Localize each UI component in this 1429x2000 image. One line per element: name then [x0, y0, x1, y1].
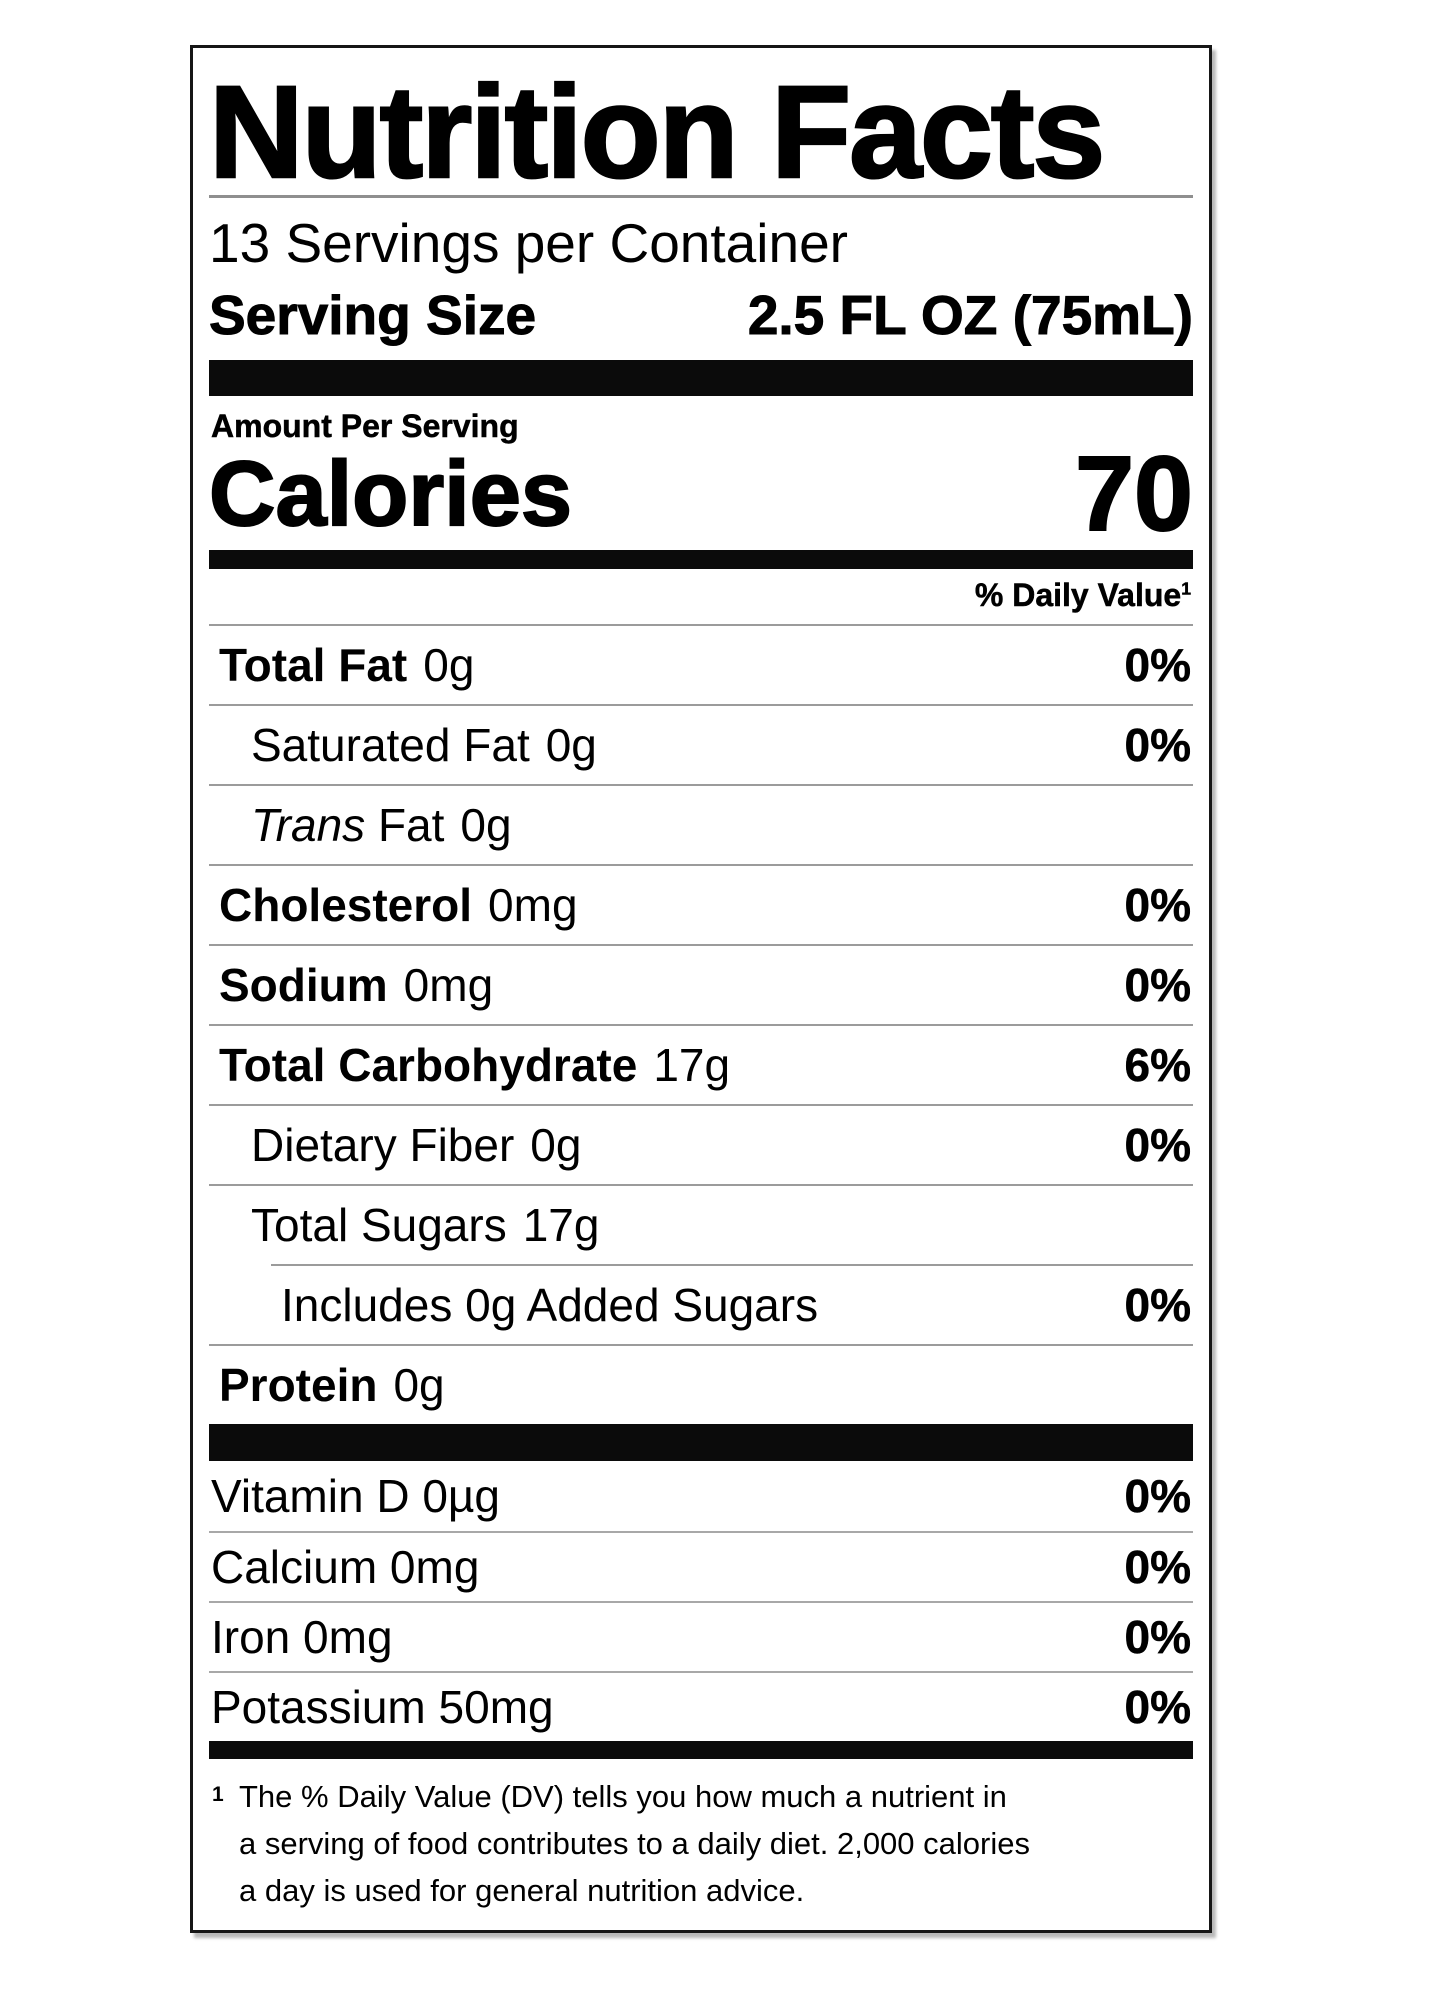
nutrient-name: Protein 0g	[209, 1358, 445, 1412]
daily-value-percent: 0%	[1124, 639, 1191, 692]
nutrient-name: Total Fat 0g	[209, 638, 474, 692]
nutrient-name-text: Sodium	[219, 959, 388, 1012]
nutrient-name: Cholesterol 0mg	[209, 878, 578, 932]
daily-value-header-text: % Daily Value	[974, 577, 1182, 614]
nutrient-row-cholesterol: Cholesterol 0mg 0%	[209, 864, 1193, 944]
thick-divider-bar	[209, 1424, 1193, 1462]
nutrient-amount: 0mg	[403, 959, 494, 1012]
nutrition-facts-title: Nutrition Facts	[208, 48, 1193, 198]
nutrient-row-total-sugars: Total Sugars 17g	[209, 1184, 1193, 1264]
footnote-line: a day is used for general nutrition advi…	[239, 1873, 805, 1909]
footnote-marker: 1	[212, 1783, 224, 1807]
nutrient-amount: 0g	[545, 719, 597, 772]
nutrient-amount: 0g	[423, 639, 475, 692]
servings-per-container: 13 Servings per Container	[209, 212, 848, 274]
amount-per-serving-label: Amount Per Serving	[211, 408, 519, 445]
daily-value-footnote-marker: 1	[1181, 578, 1191, 599]
nutrition-facts-label: Nutrition Facts 13 Servings per Containe…	[190, 45, 1212, 1933]
daily-value-percent: 0%	[1124, 1470, 1191, 1523]
nutrient-name-text: Protein	[219, 1359, 378, 1412]
nutrient-name: Dietary Fiber 0g	[209, 1118, 581, 1172]
nutrient-amount: 0g	[530, 1119, 582, 1172]
nutrient-name-text: Saturated Fat	[251, 719, 530, 772]
nutrient-amount: 17g	[653, 1039, 731, 1092]
micronutrient-name: Calcium 0mg	[211, 1541, 480, 1594]
daily-value-percent: 0%	[1124, 1119, 1191, 1172]
nutrient-row-total-carbohydrate: Total Carbohydrate 17g 6%	[209, 1024, 1193, 1104]
nutrient-row-sodium: Sodium 0mg 0%	[209, 944, 1193, 1024]
nutrient-name-text: Total Fat	[219, 639, 408, 692]
nutrient-row-dietary-fiber: Dietary Fiber 0g 0%	[209, 1104, 1193, 1184]
daily-value-header: % Daily Value1	[209, 569, 1193, 624]
nutrient-row-saturated-fat: Saturated Fat 0g 0%	[209, 704, 1193, 784]
nutrient-name-italic: Trans	[251, 799, 366, 852]
micronutrient-row-calcium: Calcium 0mg 0%	[209, 1531, 1193, 1601]
nutrient-name-text: Total Carbohydrate	[219, 1039, 638, 1092]
serving-size-row: Serving Size 2.5 FL OZ (75mL)	[208, 275, 1193, 360]
daily-value-footnote: 1 The % Daily Value (DV) tells you how m…	[209, 1759, 1193, 1914]
daily-value-percent: 0%	[1124, 719, 1191, 772]
calories-value: 70	[1074, 435, 1194, 554]
footnote-line: a serving of food contributes to a daily…	[239, 1826, 1030, 1862]
medium-divider-bar	[209, 550, 1193, 570]
nutrient-amount: 0g	[460, 799, 512, 852]
nutrient-name: Sodium 0mg	[209, 958, 493, 1012]
thick-divider-bar	[209, 360, 1193, 396]
nutrient-row-protein: Protein 0g	[209, 1344, 1193, 1424]
daily-value-percent: 0%	[1124, 959, 1191, 1012]
calories-label: Calories	[208, 443, 573, 545]
nutrient-row-total-fat: Total Fat 0g 0%	[209, 624, 1193, 704]
daily-value-percent: 0%	[1124, 879, 1191, 932]
micronutrient-row-vitamin-d: Vitamin D 0µg 0%	[209, 1461, 1193, 1531]
nutrient-name: Total Carbohydrate 17g	[209, 1038, 730, 1092]
nutrient-name: Saturated Fat 0g	[209, 718, 597, 772]
micronutrient-row-potassium: Potassium 50mg 0%	[209, 1671, 1193, 1741]
nutrient-row-trans-fat: Trans Fat 0g	[209, 784, 1193, 864]
micronutrient-row-iron: Iron 0mg 0%	[209, 1601, 1193, 1671]
serving-size-value: 2.5 FL OZ (75mL)	[747, 284, 1193, 347]
nutrient-amount: 0g	[393, 1359, 445, 1412]
nutrient-amount: 17g	[522, 1199, 600, 1252]
nutrient-amount: 0mg	[488, 879, 578, 932]
calories-row: Calories 70	[208, 435, 1194, 554]
daily-value-percent: 6%	[1124, 1039, 1191, 1092]
micronutrient-name: Potassium 50mg	[211, 1681, 554, 1734]
micronutrient-name: Iron 0mg	[211, 1611, 393, 1664]
nutrient-name: Trans Fat 0g	[209, 798, 512, 852]
daily-value-percent: 0%	[1124, 1541, 1191, 1594]
nutrient-name-text: Cholesterol	[219, 879, 473, 932]
daily-value-percent: 0%	[1124, 1681, 1191, 1734]
daily-value-percent: 0%	[1124, 1279, 1191, 1332]
medium-divider-bar	[209, 1741, 1193, 1760]
nutrient-name: Total Sugars 17g	[209, 1198, 599, 1252]
nutrient-row-added-sugars: Includes 0g Added Sugars 0%	[271, 1264, 1193, 1344]
micronutrient-name: Vitamin D 0µg	[211, 1470, 501, 1523]
nutrient-name-text: Total Sugars	[251, 1199, 507, 1252]
nutrient-name: Includes 0g Added Sugars	[271, 1278, 818, 1332]
nutrient-name-text: Includes 0g Added Sugars	[281, 1279, 819, 1332]
daily-value-percent: 0%	[1124, 1611, 1191, 1664]
nutrient-name-text: Dietary Fiber	[251, 1119, 515, 1172]
nutrient-name-text: Fat	[365, 799, 445, 852]
footnote-line: The % Daily Value (DV) tells you how muc…	[239, 1779, 1007, 1815]
nutrient-table: Total Fat 0g 0% Saturated Fat 0g 0% Trans …	[209, 624, 1193, 1424]
micronutrient-table: Vitamin D 0µg 0% Calcium 0mg 0% Iron 0mg…	[209, 1461, 1193, 1741]
serving-size-label: Serving Size	[208, 284, 537, 347]
